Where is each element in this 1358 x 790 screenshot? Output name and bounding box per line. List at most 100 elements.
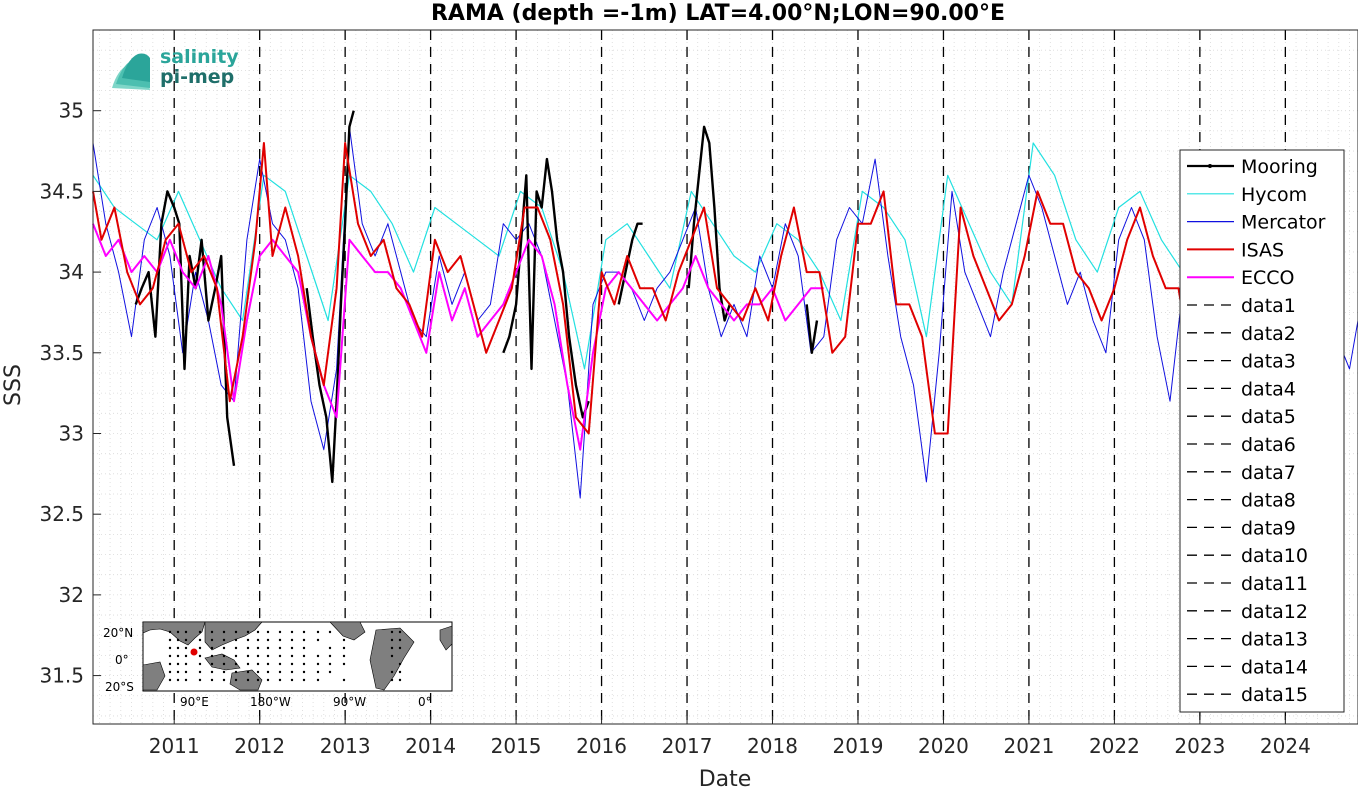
x-axis-ticks: 2011 2012 2013 2014 2015 2016 2017 2018 2019 2020… <box>149 716 1311 758</box>
series-mercator-line <box>92 126 1358 499</box>
map-buoy-dot <box>210 670 214 674</box>
y-tick-label: 32 <box>59 583 84 607</box>
map-buoy-dot <box>302 678 306 682</box>
map-buoy-dot <box>246 678 250 682</box>
map-buoy-dot <box>290 662 294 666</box>
map-buoy-dot <box>316 630 320 634</box>
grid <box>93 30 1358 724</box>
inset-map-location-marker <box>190 648 198 656</box>
map-buoy-dot <box>234 630 238 634</box>
map-lat-label-2: 0° <box>115 653 129 667</box>
x-tick-label: 2017 <box>662 734 713 758</box>
map-buoy-dot <box>278 678 282 682</box>
legend-label: ISAS <box>1241 239 1284 261</box>
legend-label: data12 <box>1241 601 1308 623</box>
map-buoy-dot <box>278 654 282 658</box>
map-buoy-dot <box>328 662 332 666</box>
map-lon-label-4: 0° <box>418 695 432 709</box>
map-buoy-dot <box>328 654 332 658</box>
plot-area <box>92 30 1358 724</box>
series-mooring-line <box>805 304 819 354</box>
map-buoy-dot <box>398 638 402 642</box>
salinity-pi-mep-logo: salinity pi-mep <box>112 46 239 90</box>
map-buoy-dot <box>302 670 306 674</box>
map-buoy-dot <box>278 646 282 650</box>
map-buoy-dot <box>398 630 402 634</box>
map-buoy-dot <box>246 654 250 658</box>
map-buoy-dot <box>210 654 214 658</box>
map-buoy-dot <box>256 638 260 642</box>
map-buoy-dot <box>302 662 306 666</box>
map-buoy-dot <box>246 638 250 642</box>
map-buoy-dot <box>222 670 226 674</box>
map-buoy-dot <box>184 646 188 650</box>
map-buoy-dot <box>290 654 294 658</box>
inset-map-land <box>142 621 453 691</box>
map-buoy-dot <box>222 630 226 634</box>
series-mooring-line <box>617 222 643 305</box>
map-buoy-dot <box>176 638 180 642</box>
map-buoy-dot <box>184 638 188 642</box>
map-buoy-dot <box>176 662 180 666</box>
map-buoy-dot <box>176 630 180 634</box>
map-buoy-dot <box>398 678 402 682</box>
legend-box <box>1179 149 1345 713</box>
map-buoy-dot <box>168 646 172 650</box>
map-buoy-dot <box>390 646 394 650</box>
x-tick-label: 2021 <box>1003 734 1054 758</box>
series-isas-line <box>92 142 1193 435</box>
map-buoy-dot <box>222 662 226 666</box>
map-buoy-dot <box>234 646 238 650</box>
y-tick-label: 34.5 <box>39 179 84 203</box>
x-tick-label: 2023 <box>1174 734 1225 758</box>
map-buoy-dot <box>290 670 294 674</box>
map-buoy-dot <box>168 654 172 658</box>
map-buoy-dot <box>198 646 202 650</box>
map-buoy-dot <box>184 670 188 674</box>
map-buoy-dot <box>176 670 180 674</box>
map-buoy-dot <box>342 646 346 650</box>
map-buoy-dot <box>302 646 306 650</box>
map-buoy-dot <box>390 678 394 682</box>
legend-label: data5 <box>1241 406 1296 428</box>
map-buoy-dot <box>302 630 306 634</box>
map-buoy-dot <box>398 646 402 650</box>
y-tick-label: 33.5 <box>39 341 84 365</box>
legend-label: Mooring <box>1241 156 1318 178</box>
x-tick-label: 2014 <box>405 734 456 758</box>
map-buoy-dot <box>316 670 320 674</box>
map-buoy-dot <box>390 670 394 674</box>
map-buoy-dot <box>256 670 260 674</box>
inset-map-buoys <box>168 630 402 682</box>
map-buoy-dot <box>176 646 180 650</box>
series-mooring-line <box>502 157 590 419</box>
logo-wave-icon <box>112 53 150 90</box>
x-tick-label: 2019 <box>833 734 884 758</box>
legend: Mooring Hycom Mercator ISAS ECCO data1 data2 da… <box>1179 149 1345 713</box>
map-buoy-dot <box>398 670 402 674</box>
map-buoy-dot <box>290 630 294 634</box>
axes-box <box>92 29 1358 725</box>
map-buoy-dot <box>234 670 238 674</box>
map-buoy-dot <box>246 646 250 650</box>
map-buoy-dot <box>234 662 238 666</box>
x-axis-label: Date <box>699 767 752 790</box>
map-buoy-dot <box>290 678 294 682</box>
map-buoy-dot <box>390 654 394 658</box>
map-buoy-dot <box>168 678 172 682</box>
map-buoy-dot <box>184 654 188 658</box>
map-buoy-dot <box>302 638 306 642</box>
map-buoy-dot <box>328 646 332 650</box>
series-hycom-line <box>92 142 1209 370</box>
legend-label: data7 <box>1241 462 1296 484</box>
map-buoy-dot <box>222 638 226 642</box>
map-lat-label-1: 20°N <box>103 626 133 640</box>
map-buoy-dot <box>222 646 226 650</box>
x-tick-label: 2024 <box>1260 734 1311 758</box>
map-buoy-dot <box>302 654 306 658</box>
x-tick-label: 2011 <box>149 734 200 758</box>
map-buoy-dot <box>210 678 214 682</box>
map-lon-label-3: 90°W <box>333 695 366 709</box>
map-buoy-dot <box>210 630 214 634</box>
legend-label: data2 <box>1241 323 1296 345</box>
